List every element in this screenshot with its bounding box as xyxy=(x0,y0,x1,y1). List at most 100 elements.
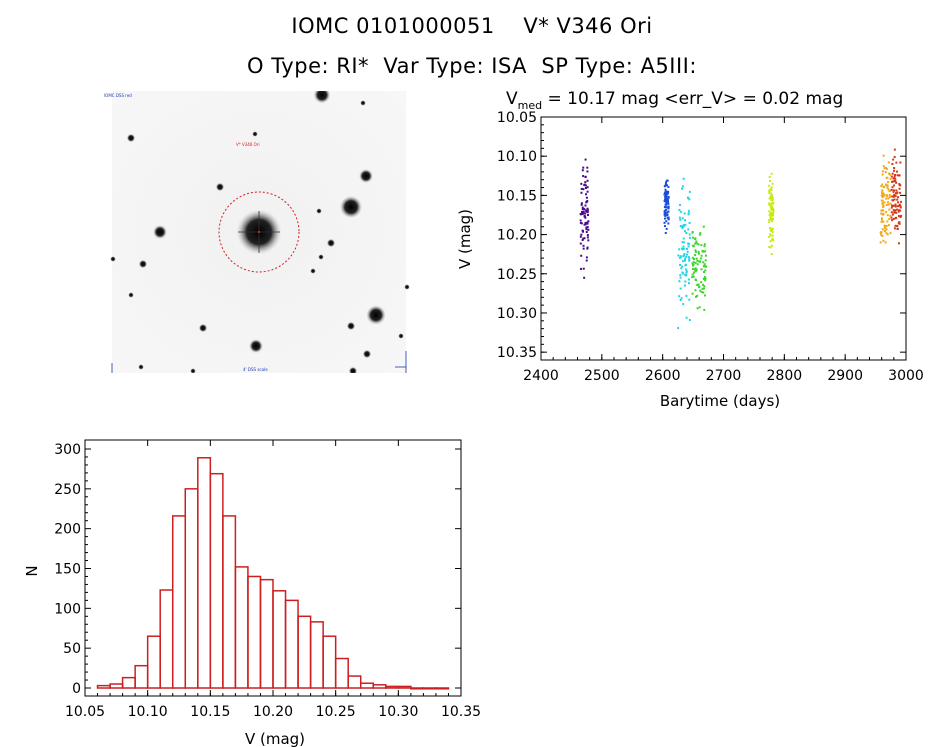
lc-point-s3 xyxy=(697,243,700,246)
lc-point-s3 xyxy=(695,242,698,245)
lc-point-s0 xyxy=(583,184,586,187)
lc-point-s6 xyxy=(894,224,897,227)
lc-point-s2 xyxy=(687,278,690,281)
lc-point-s3 xyxy=(692,261,695,264)
lc-point-s1 xyxy=(667,190,670,193)
lc-point-s5 xyxy=(882,209,885,212)
lc-point-s0 xyxy=(586,170,589,173)
lc-point-s5 xyxy=(886,195,889,198)
lc-point-s5 xyxy=(881,203,884,206)
lc-point-s2 xyxy=(681,241,684,244)
star-23 xyxy=(190,368,196,373)
lc-point-s2 xyxy=(678,248,681,251)
light-curve-ylabel: V (mag) xyxy=(456,209,474,269)
lc-point-s3 xyxy=(699,232,702,235)
lc-ytick-label-3: 10.20 xyxy=(497,228,537,244)
lc-point-s4 xyxy=(771,237,774,240)
lc-point-s5 xyxy=(880,209,883,212)
lc-point-s0 xyxy=(580,187,583,190)
lc-point-s2 xyxy=(679,298,682,301)
lc-point-s2 xyxy=(687,245,690,248)
lc-point-s4 xyxy=(769,229,772,232)
lc-point-s3 xyxy=(699,289,702,292)
hist-ytick-label-2: 100 xyxy=(54,601,81,617)
histogram-axes: 10.05 10.10 10.15 10.20 10.25 10.30 10.35 0 50 10… xyxy=(54,440,481,720)
lc-point-s3 xyxy=(702,261,705,264)
lc-point-s6 xyxy=(899,215,902,218)
star-17 xyxy=(398,333,404,339)
lc-point-s5 xyxy=(880,218,883,221)
lc-point-s3 xyxy=(692,263,695,266)
lc-point-s6 xyxy=(891,180,894,183)
lc-point-s2 xyxy=(679,203,682,206)
lc-point-s1 xyxy=(666,179,669,182)
lc-point-s4 xyxy=(768,220,771,223)
lc-point-s2 xyxy=(680,210,683,213)
lc-point-s3 xyxy=(694,254,697,257)
lc-point-s2 xyxy=(680,267,683,270)
lc-ytick-label-1: 10.10 xyxy=(497,149,537,165)
lc-point-s3 xyxy=(703,271,706,274)
lc-point-s3 xyxy=(703,278,706,281)
lc-point-s3 xyxy=(704,279,707,282)
lc-point-s1 xyxy=(666,214,669,217)
lc-point-s0 xyxy=(586,234,589,237)
lc-point-s3 xyxy=(703,263,706,266)
light-curve-frame xyxy=(540,116,907,361)
lc-point-s5 xyxy=(884,241,887,244)
lc-point-s5 xyxy=(887,203,890,206)
lc-point-s6 xyxy=(894,177,897,180)
lc-point-s1 xyxy=(666,192,669,195)
lc-point-s1 xyxy=(664,183,667,186)
lc-point-s4 xyxy=(768,184,771,187)
lc-point-s5 xyxy=(889,232,892,235)
lc-point-s3 xyxy=(703,243,706,246)
lc-point-s2 xyxy=(684,219,687,222)
lc-ytick-label-6: 10.35 xyxy=(497,345,537,361)
star-19 xyxy=(316,208,322,214)
lc-point-s3 xyxy=(697,250,700,253)
lc-point-s4 xyxy=(768,210,771,213)
lc-point-s2 xyxy=(679,225,682,228)
lc-point-s2 xyxy=(687,197,690,200)
lc-point-s0 xyxy=(584,175,587,178)
lc-point-s6 xyxy=(894,203,897,206)
lc-point-s3 xyxy=(703,294,706,297)
lc-point-s3 xyxy=(702,250,705,253)
lc-xtick-label-0: 2400 xyxy=(523,368,559,384)
hist-bar-13 xyxy=(259,578,274,689)
lc-point-s4 xyxy=(772,227,775,230)
hist-bar-21 xyxy=(359,682,375,689)
star-12 xyxy=(126,133,136,143)
lc-point-s0 xyxy=(585,201,588,204)
hist-bar-6 xyxy=(171,515,187,689)
lc-point-s1 xyxy=(667,185,670,188)
hist-ytick-label-6: 300 xyxy=(54,442,81,458)
lc-point-s0 xyxy=(582,207,585,210)
lc-point-s3 xyxy=(703,308,706,311)
lc-point-s0 xyxy=(584,212,587,215)
lc-point-s3 xyxy=(691,268,694,271)
hist-ytick-label-0: 0 xyxy=(72,681,81,697)
lc-point-s1 xyxy=(666,216,669,219)
star-24 xyxy=(360,100,366,106)
lc-point-s0 xyxy=(586,236,589,239)
lc-point-s6 xyxy=(900,214,903,217)
lc-point-s0 xyxy=(586,190,589,193)
lc-point-s3 xyxy=(694,242,697,245)
lc-point-s6 xyxy=(892,169,895,172)
lc-point-s0 xyxy=(583,215,586,218)
lc-point-s6 xyxy=(896,208,899,211)
lc-point-s2 xyxy=(682,237,685,240)
hist-bar-17 xyxy=(309,621,324,689)
lc-ytick-label-0: 10.05 xyxy=(497,110,537,126)
star-22 xyxy=(348,366,358,373)
lc-point-s2 xyxy=(688,221,691,224)
lc-point-s4 xyxy=(770,197,773,200)
lc-point-s0 xyxy=(582,175,585,178)
lc-point-s6 xyxy=(891,162,894,165)
lc-point-s4 xyxy=(770,227,773,230)
lc-point-s4 xyxy=(771,196,774,199)
lc-point-s5 xyxy=(885,211,888,214)
lc-point-s6 xyxy=(890,189,893,192)
